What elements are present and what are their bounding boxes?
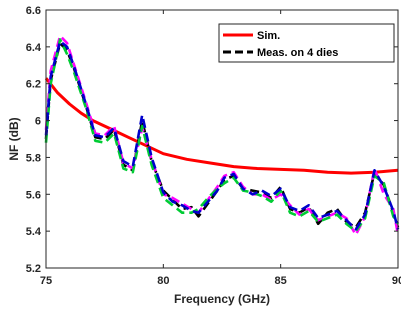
x-tick-label-1: 80: [157, 275, 169, 287]
legend: Sim. Meas. on 4 dies: [218, 23, 395, 63]
tick-labels: 75 80 85 90 5.2 5.4 5.6 5.8 6 6.2 6.4 6.6: [26, 5, 401, 287]
y-tick-label-3: 5.8: [26, 152, 41, 164]
y-tick-label-0: 5.2: [26, 263, 41, 275]
legend-label-1: Meas. on 4 dies: [257, 47, 338, 59]
plot-lines: [44, 34, 400, 237]
series-line-2: [44, 34, 400, 237]
series-line-0: [44, 77, 399, 175]
y-tick-label-1: 5.4: [26, 226, 42, 238]
y-tick-label-5: 6.2: [26, 79, 41, 91]
y-tick-label-7: 6.6: [26, 5, 41, 17]
axes-frame: [45, 9, 399, 269]
legend-box: [218, 23, 395, 63]
y-tick-label-2: 5.6: [26, 189, 41, 201]
plot-frame: [45, 9, 399, 269]
series-line-4: [44, 39, 400, 231]
x-tick-label-2: 85: [275, 275, 287, 287]
y-tick-label-4: 6: [35, 116, 41, 128]
x-tick-label-0: 75: [40, 275, 52, 287]
y-axis-label: NF (dB): [7, 117, 21, 160]
ticks: [45, 9, 399, 269]
legend-label-0: Sim.: [257, 30, 280, 42]
x-tick-label-3: 90: [392, 275, 401, 287]
series-line-3: [44, 38, 400, 233]
x-axis-label: Frequency (GHz): [174, 292, 270, 306]
y-tick-label-6: 6.4: [26, 42, 42, 54]
